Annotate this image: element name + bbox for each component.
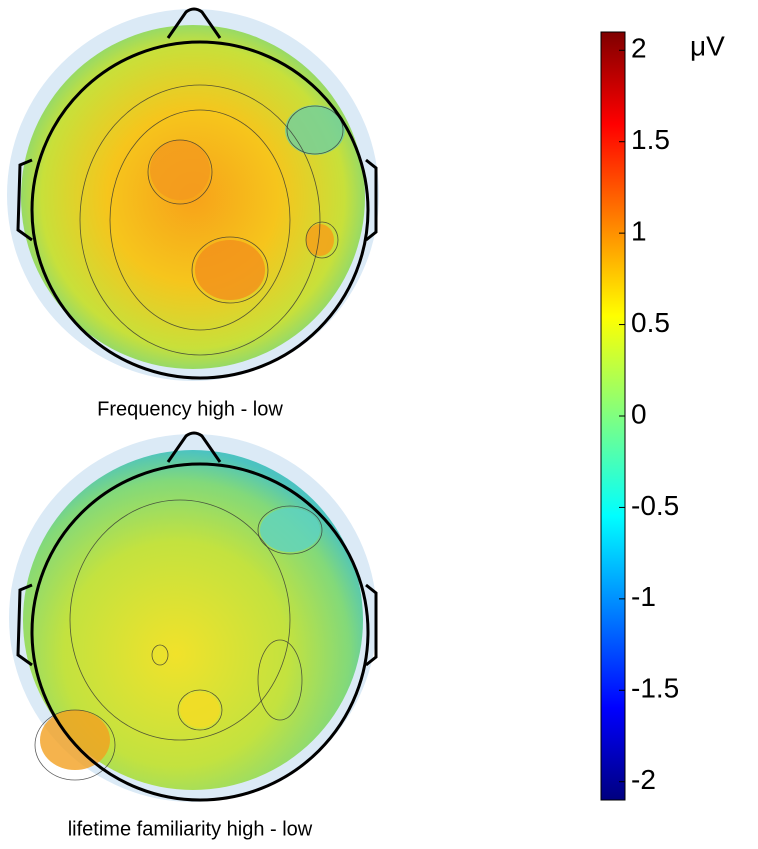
tick-label: -2 <box>631 764 656 795</box>
tick-label: 2 <box>631 33 647 64</box>
colorbar: μV 2 1.5 1 0.5 0 -0.5 -1 -1.5 -2 <box>600 30 725 801</box>
panel-label: lifetime familiarity high - low <box>68 818 313 840</box>
colorbar-unit: μV <box>690 30 725 61</box>
tick-label: 0 <box>631 398 647 429</box>
tick-label: -1 <box>631 581 656 612</box>
tick-label: 1 <box>631 216 647 247</box>
panel-label: Frequency high - low <box>97 398 283 420</box>
topomap-1: Frequency high - low <box>7 7 379 420</box>
tick-label: 0.5 <box>631 307 670 338</box>
topomap-2: lifetime familiarity high - low <box>9 431 378 840</box>
tick-label: -1.5 <box>631 673 679 704</box>
tick-label: -0.5 <box>631 490 679 521</box>
tick-label: 1.5 <box>631 124 670 155</box>
